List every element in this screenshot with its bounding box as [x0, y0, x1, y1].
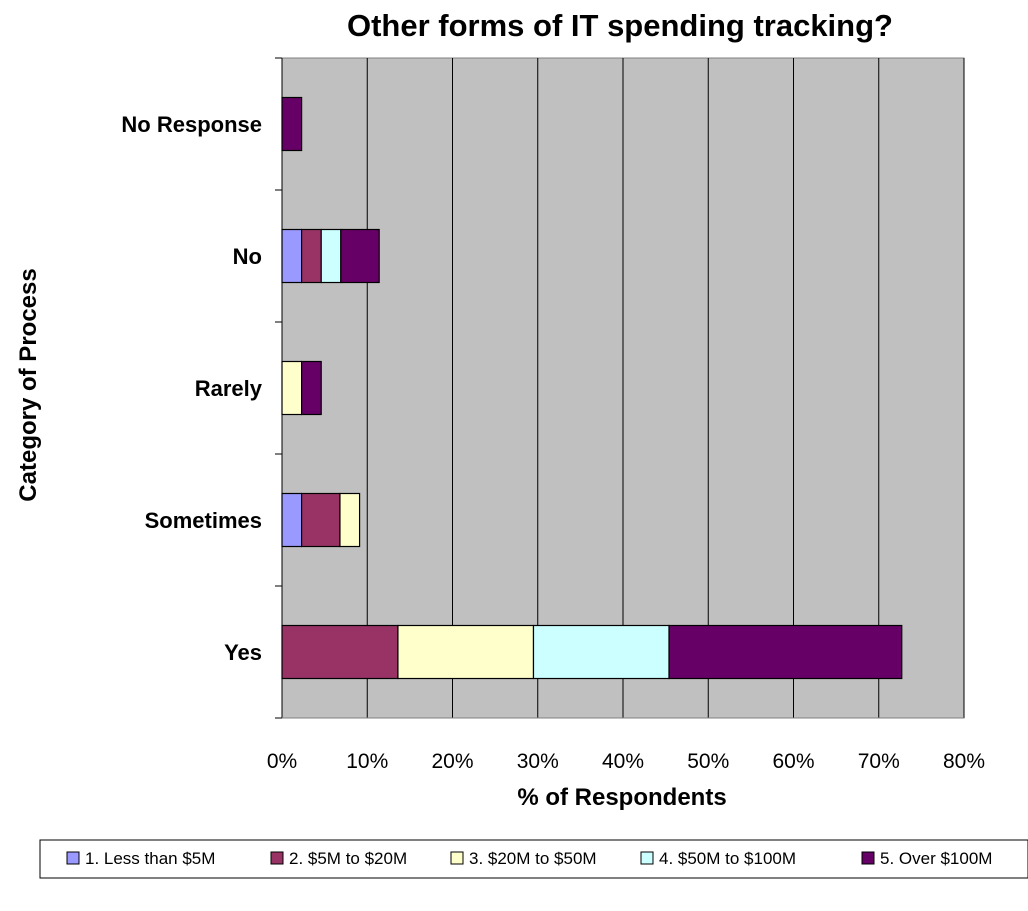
bar-segment: [281, 624, 399, 680]
x-tick-label: 0%: [267, 750, 297, 773]
category-label: No Response: [121, 112, 262, 137]
category-label: No: [233, 244, 262, 269]
legend-swatch: [270, 851, 284, 865]
legend-label: 3. $20M to $50M: [469, 849, 597, 868]
x-tick-label: 80%: [943, 750, 985, 773]
bar-segment: [320, 228, 342, 284]
legend-swatch: [640, 851, 654, 865]
gridlines: [366, 58, 965, 718]
bar-segment: [532, 624, 670, 680]
bar-segment: [301, 360, 322, 416]
bar-segment: [301, 228, 322, 284]
x-tick-label: 60%: [772, 750, 814, 773]
legend-label: 5. Over $100M: [880, 849, 992, 868]
bar-segment: [339, 492, 361, 548]
category-label: Sometimes: [145, 508, 262, 533]
bar-segment: [281, 228, 303, 284]
bar-segment: [397, 624, 535, 680]
x-tick-label: 20%: [431, 750, 473, 773]
bar-segment: [281, 492, 303, 548]
x-tick-label: 10%: [346, 750, 388, 773]
bars: [281, 96, 903, 680]
category-label: Rarely: [195, 376, 263, 401]
bar-segment: [281, 360, 303, 416]
legend: 1. Less than $5M 2. $5M to $20M 3. $20M to…: [39, 839, 1028, 879]
x-tick-label: 70%: [858, 750, 900, 773]
x-tick-label: 30%: [517, 750, 559, 773]
legend-label: 4. $50M to $100M: [659, 849, 796, 868]
category-label: Yes: [224, 640, 262, 665]
bar-segment: [668, 624, 903, 680]
bar-segment: [281, 96, 303, 152]
y-axis-title: Category of Process: [15, 268, 42, 501]
legend-swatch: [66, 851, 80, 865]
bar-segment: [340, 228, 380, 284]
x-tick-label: 40%: [602, 750, 644, 773]
x-tick-labels: 0% 10% 20% 30% 40% 50% 60% 70% 80%: [267, 750, 985, 773]
x-tick-label: 50%: [687, 750, 729, 773]
bar-segment: [301, 492, 341, 548]
x-axis-title: % of Respondents: [517, 784, 726, 811]
legend-label: 2. $5M to $20M: [289, 849, 407, 868]
legend-items: 1. Less than $5M 2. $5M to $20M 3. $20M to…: [66, 849, 992, 868]
chart-title: Other forms of IT spending tracking?: [347, 8, 893, 43]
legend-label: 1. Less than $5M: [85, 849, 215, 868]
category-labels: Yes Sometimes Rarely No No Response: [121, 112, 262, 665]
legend-swatch: [450, 851, 464, 865]
axes: [275, 57, 964, 719]
legend-swatch: [861, 851, 875, 865]
